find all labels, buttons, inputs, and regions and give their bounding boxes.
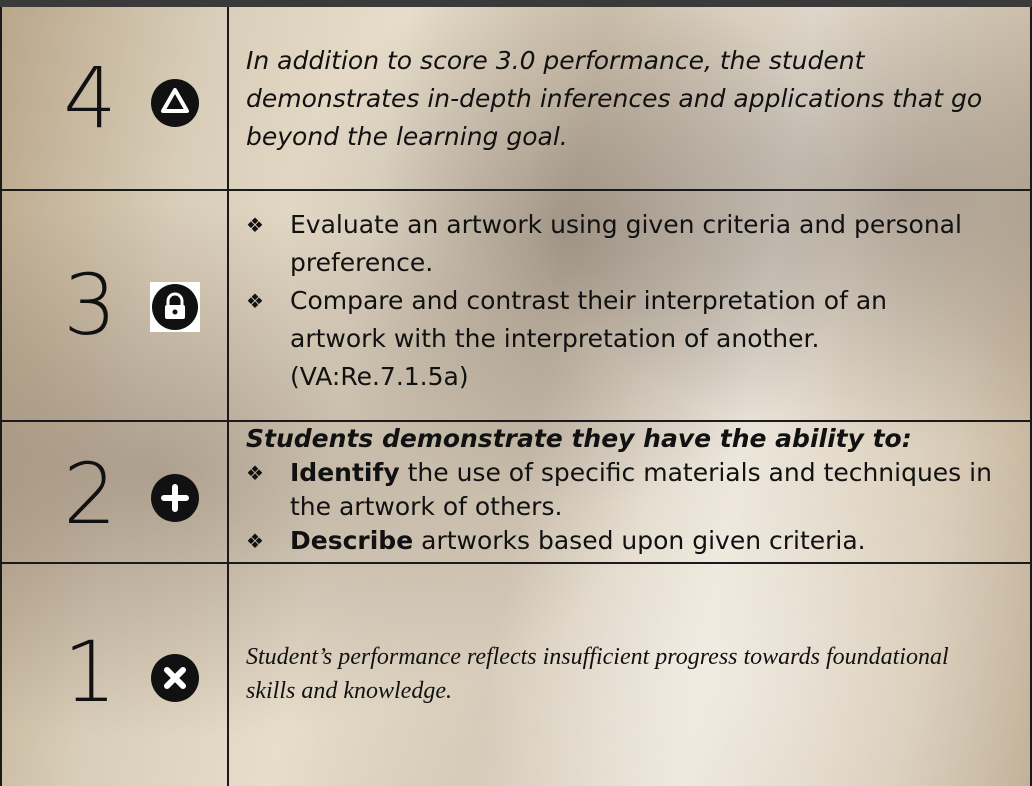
description: Student’s performance reflects insuffici… bbox=[246, 644, 949, 704]
border bbox=[0, 7, 2, 786]
bullet-text: the use of specific materials and techni… bbox=[290, 458, 992, 521]
bullet-keyword: Describe bbox=[290, 526, 414, 555]
bullet: Describe artworks based upon given crite… bbox=[246, 524, 1016, 558]
row-divider bbox=[0, 189, 1032, 191]
score: 4 bbox=[63, 49, 117, 147]
icon-x bbox=[151, 654, 199, 702]
bullet: Identify the use of specific materials a… bbox=[246, 456, 1016, 524]
row-divider bbox=[0, 420, 1032, 422]
bullet-keyword: Identify bbox=[290, 458, 400, 487]
border bbox=[1030, 7, 1032, 786]
row-divider bbox=[0, 562, 1032, 564]
bullet-text: artworks based upon given criteria. bbox=[421, 526, 866, 555]
icon-plus bbox=[151, 474, 199, 522]
heading: Students demonstrate they have the abili… bbox=[246, 424, 912, 453]
column-divider bbox=[227, 7, 229, 786]
criteria: Evaluate an artwork using given criteria… bbox=[246, 206, 1006, 396]
score: 1 bbox=[63, 623, 117, 721]
score: 3 bbox=[63, 256, 117, 354]
icon-triangle bbox=[151, 79, 199, 127]
bullet: Evaluate an artwork using given criteria… bbox=[246, 206, 970, 282]
icon-lock bbox=[150, 282, 200, 332]
description: In addition to score 3.0 performance, th… bbox=[246, 46, 983, 151]
criteria: Students demonstrate they have the abili… bbox=[246, 422, 1016, 558]
header-bar bbox=[0, 0, 1032, 7]
bullet: Compare and contrast their interpretatio… bbox=[246, 282, 910, 396]
score: 2 bbox=[63, 445, 117, 543]
